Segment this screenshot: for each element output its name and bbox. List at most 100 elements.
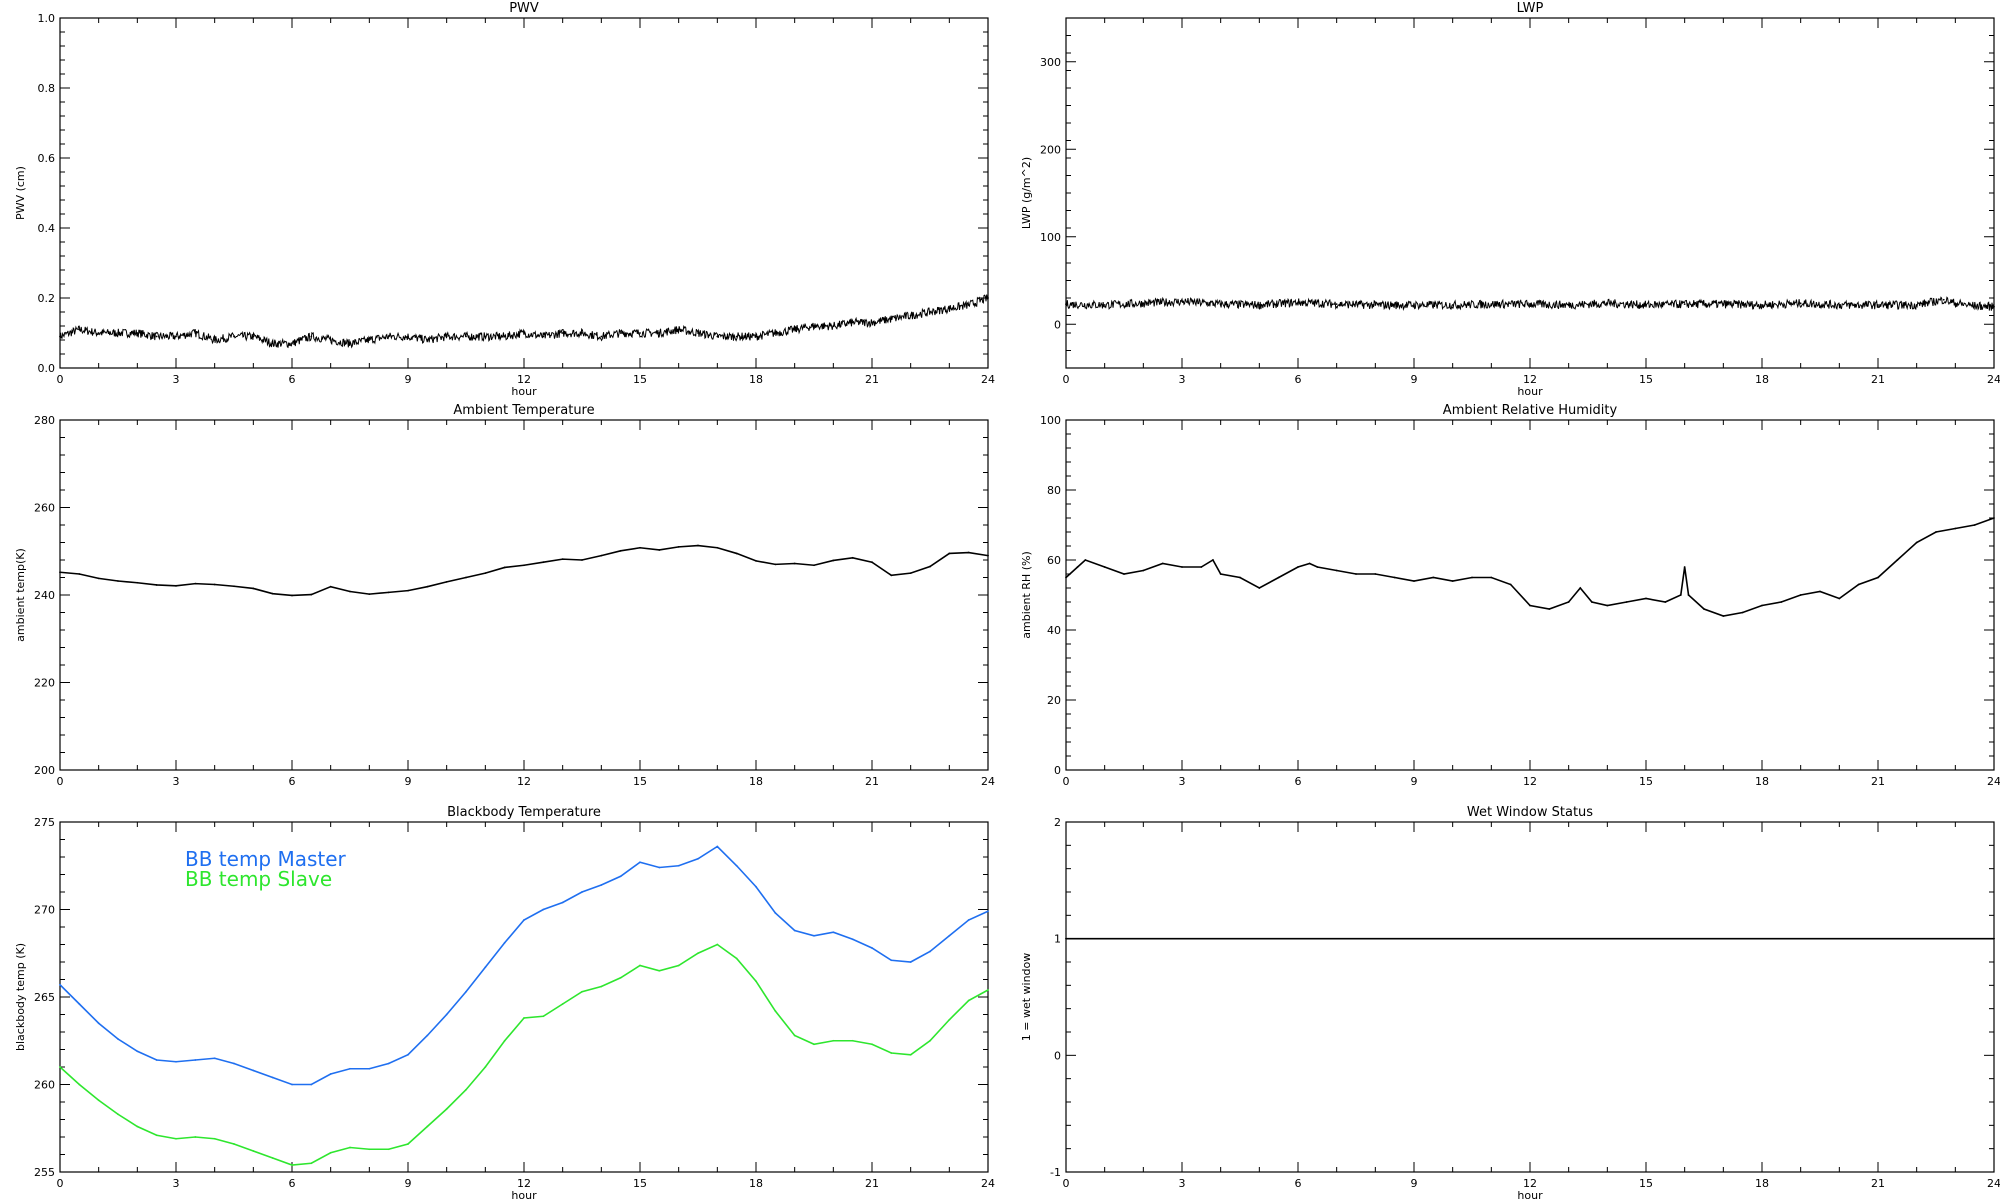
data-point [793,929,796,932]
data-point [194,1059,197,1061]
y-tick-label: 0.2 [38,292,56,305]
x-tick-label: 3 [173,373,180,386]
y-tick-label: 2 [1054,816,1061,829]
y-tick-label: 40 [1047,624,1061,637]
data-point [1780,601,1783,603]
data-point [136,332,139,334]
data-point [213,1137,216,1140]
data-point [561,332,564,334]
data-point [735,552,738,555]
chart-title: PWV [509,1,539,16]
data-point [59,983,61,986]
data-point [871,321,873,324]
data-point [1993,517,1995,519]
data-point [1857,583,1860,586]
x-tick-label: 21 [1871,1177,1885,1190]
series-line [1065,517,1995,617]
x-tick-label: 15 [1639,775,1653,788]
plot-frame [1065,419,1995,771]
data-point [1761,604,1763,607]
data-point [1219,573,1222,575]
data-point [78,573,81,575]
data-point [1212,559,1214,561]
data-point [1915,304,1918,306]
data-point [310,1083,313,1086]
x-tick-label: 12 [1523,775,1537,788]
data-point [426,1034,429,1037]
data-point [851,321,854,324]
y-tick-label: 240 [34,589,55,602]
data-point [1529,604,1531,607]
data-point [387,1148,390,1151]
y-axis-label: LWP (g/m^2) [1020,157,1033,229]
data-point [117,1038,119,1040]
data-point [813,1043,815,1046]
chart-title: Wet Window Status [1467,805,1593,820]
data-point [213,339,216,341]
x-tick-label: 15 [1639,373,1653,386]
data-point [59,1066,61,1068]
data-point [1451,580,1454,582]
data-point [561,1003,564,1005]
data-point [697,857,699,860]
x-tick-label: 15 [633,775,647,788]
data-point [909,1053,912,1056]
chart-title: Ambient Temperature [453,403,594,418]
data-point [735,957,738,960]
data-point [252,1069,255,1072]
data-point [581,559,583,561]
series-line [59,943,989,1166]
x-tick-label: 6 [289,775,296,788]
chart-panel-1: PWV 0 3 6 9 12 15 18 21 24 0.0 0.2 0.4 0.6 0.8 1.0 hour P… [14,1,995,398]
x-tick-label: 6 [1295,775,1302,788]
data-point [271,592,274,595]
data-point [1308,562,1311,565]
data-point [735,335,738,338]
legend-entry: BB temp Master [185,847,347,871]
data-point [1393,576,1396,579]
data-point [213,583,216,586]
data-point [1181,566,1183,568]
chart-panel-4: Ambient Relative Humidity 0 3 6 9 12 15 18 21 24 0… [1020,403,2000,788]
data-point [832,1039,835,1042]
y-tick-label: 0.8 [38,82,56,95]
data-point [1258,304,1261,306]
series-1 [59,845,989,1086]
data-point [155,584,158,586]
data-point [1490,303,1493,306]
data-point [813,564,815,567]
y-tick-label: 270 [34,904,55,917]
x-tick-label: 21 [865,373,879,386]
data-point [465,576,467,579]
data-point [387,335,390,338]
x-tick-label: 9 [405,775,412,788]
y-axis-label: PWV (cm) [14,166,27,220]
x-tick-label: 9 [1411,775,1418,788]
y-tick-label: 0 [1054,764,1061,777]
data-point [349,590,351,593]
data-point [291,1164,293,1166]
x-tick-label: 24 [981,373,995,386]
data-point [368,593,371,596]
data-point [948,307,951,310]
y-tick-label: 60 [1047,554,1061,567]
data-point [426,585,429,588]
data-point [677,964,680,967]
data-point [851,938,854,941]
data-point [1374,573,1377,575]
x-tick-label: 0 [57,373,64,386]
x-tick-label: 21 [865,1177,879,1190]
data-point [1683,566,1686,568]
x-tick-label: 12 [517,1177,531,1190]
data-point [639,546,641,549]
data-point [349,1067,351,1070]
data-point [774,912,777,914]
data-point [755,335,757,338]
data-point [1877,304,1879,306]
series-line [59,294,989,349]
plot-frame [59,419,989,771]
data-point [1683,303,1686,306]
data-point [909,961,912,963]
data-point [1993,937,1995,940]
